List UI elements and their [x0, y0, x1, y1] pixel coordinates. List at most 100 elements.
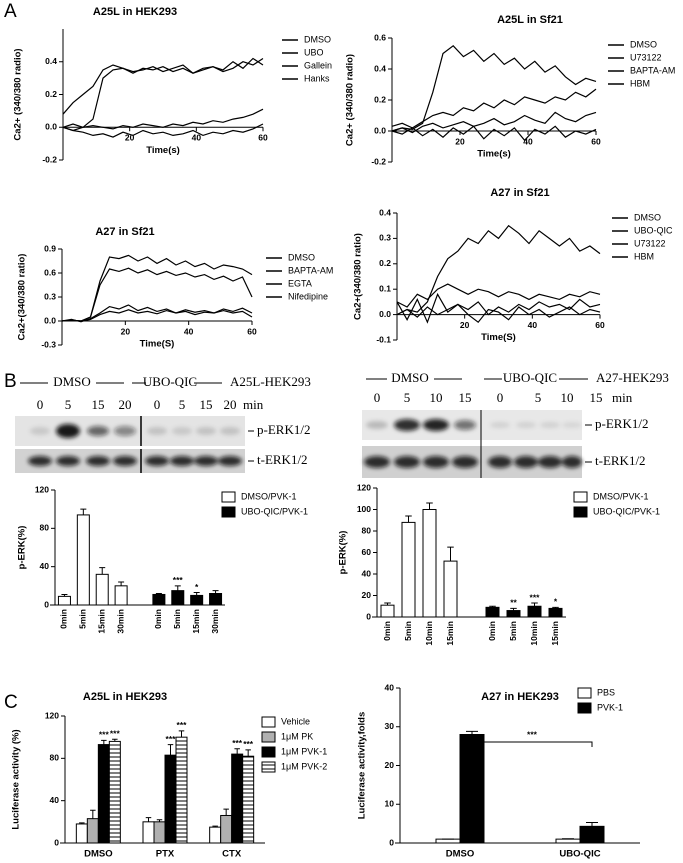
bar: [164, 754, 177, 844]
panel-label: A: [4, 1, 17, 22]
significance: ***: [99, 730, 110, 740]
y-tick-label: 0.0: [44, 315, 56, 325]
chart-title: A25L in HEK293: [93, 6, 177, 18]
blot-time: 20: [119, 397, 132, 412]
line-series: [391, 125, 597, 142]
y-tick-label: 10: [385, 799, 395, 809]
bar: [142, 821, 155, 844]
x-axis-label: Time(s): [146, 145, 180, 156]
error-bar: [234, 748, 240, 755]
bar: [152, 593, 166, 606]
error-bar: [212, 590, 219, 594]
x-tick-label: 20: [455, 136, 465, 146]
line-series: [396, 283, 601, 308]
error-bar: [145, 817, 152, 822]
blot-cell-line: A27-HEK293: [596, 370, 669, 385]
error-bar: [489, 605, 496, 608]
y-axis-label: Luciferase activity (%): [11, 729, 22, 829]
y-tick-label: 20: [362, 590, 372, 600]
error-bar: [384, 602, 391, 606]
x-tick-label: 5min: [172, 609, 182, 629]
blot-group: UBO-QIC: [143, 374, 197, 389]
x-tick-label: PTX: [156, 849, 175, 860]
significance: ***: [110, 729, 121, 739]
y-tick-label: 0.6: [44, 267, 56, 277]
legend-swatch: [577, 687, 592, 699]
y-tick-label: 0.0: [374, 125, 386, 135]
x-tick-label: 20: [125, 133, 135, 143]
line-series: [391, 44, 597, 132]
y-tick-label: 120: [35, 484, 49, 494]
chart-title: A25L in Sf21: [497, 14, 563, 26]
bar: [57, 595, 71, 606]
blot-group: DMSO: [53, 374, 91, 389]
bar: [108, 740, 121, 844]
blot-time: 15: [459, 390, 472, 405]
x-tick-label: 30min: [115, 609, 125, 634]
y-tick-label: -0.2: [371, 156, 386, 166]
y-tick-label: 80: [40, 523, 50, 533]
error-bar: [193, 592, 200, 596]
legend-label: DMSO/PVK-1: [593, 491, 649, 501]
y-tick-label: 120: [357, 482, 371, 492]
blot-unit: min: [612, 390, 633, 405]
blot-row: t-ERK1/2: [595, 453, 646, 468]
legend-label: UBO-QIC/PVK-1: [593, 506, 660, 516]
y-tick-label: -0.2: [42, 154, 57, 164]
bar: [422, 509, 437, 618]
x-tick-label: 40: [184, 326, 194, 336]
legend-swatch: [261, 731, 276, 743]
significance-bracket: [471, 741, 593, 747]
x-tick-label: 0min: [59, 609, 69, 629]
y-tick-label: 0: [54, 837, 59, 847]
chart-title: A27 in Sf21: [95, 226, 154, 238]
x-tick-label: 0min: [382, 621, 392, 641]
blot-time: 5: [65, 397, 72, 412]
x-tick-label: DMSO: [84, 849, 113, 860]
bar: [153, 821, 166, 844]
blot-time: 15: [200, 397, 213, 412]
bar: [401, 521, 416, 618]
blot-row: t-ERK1/2: [257, 452, 308, 467]
line-series: [391, 88, 597, 129]
y-axis-label: p-ERK(%): [338, 531, 349, 575]
significance: ***: [173, 575, 184, 585]
legend-label: DMSO: [634, 212, 661, 222]
x-tick-label: CTX: [222, 849, 242, 860]
bar: [86, 818, 99, 844]
y-tick-label: 40: [385, 682, 395, 692]
bar: [209, 826, 222, 844]
blot-time: 10: [561, 390, 574, 405]
chart-title: A27 in Sf21: [490, 187, 549, 199]
x-axis-label: Time(s): [477, 149, 511, 160]
y-tick-label: -0.1: [376, 334, 391, 344]
y-tick-label: 0.3: [44, 291, 56, 301]
x-tick-label: 15min: [550, 621, 560, 646]
line-series: [62, 57, 264, 128]
error-bar: [118, 581, 125, 586]
y-tick-label: 0: [44, 599, 49, 609]
y-tick-label: 0.2: [374, 94, 386, 104]
significance: ***: [243, 739, 254, 749]
legend-label: U73122: [634, 238, 666, 248]
y-axis-label: Luciferase activity,folds: [357, 712, 368, 820]
legend-swatch: [221, 506, 236, 518]
panel-label: C: [4, 692, 18, 713]
significance: *: [195, 582, 199, 592]
bar: [231, 753, 244, 844]
y-tick-label: -0.3: [41, 339, 56, 349]
legend-swatch: [261, 761, 276, 773]
legend-label: PBS: [597, 687, 615, 697]
panel-label: B: [4, 371, 17, 392]
blot-time: 0: [374, 390, 381, 405]
blot-time: 0: [497, 390, 504, 405]
legend-swatch: [261, 746, 276, 758]
x-axis-label: Time(S): [140, 339, 175, 350]
y-axis-label: Ca2+(340/380 ratio): [353, 233, 364, 320]
y-tick-label: 40: [50, 795, 60, 805]
bar: [95, 573, 109, 606]
legend-label: BAPTA-AM: [630, 65, 675, 75]
error-bar: [112, 738, 118, 742]
y-tick-label: 0.4: [45, 56, 57, 66]
